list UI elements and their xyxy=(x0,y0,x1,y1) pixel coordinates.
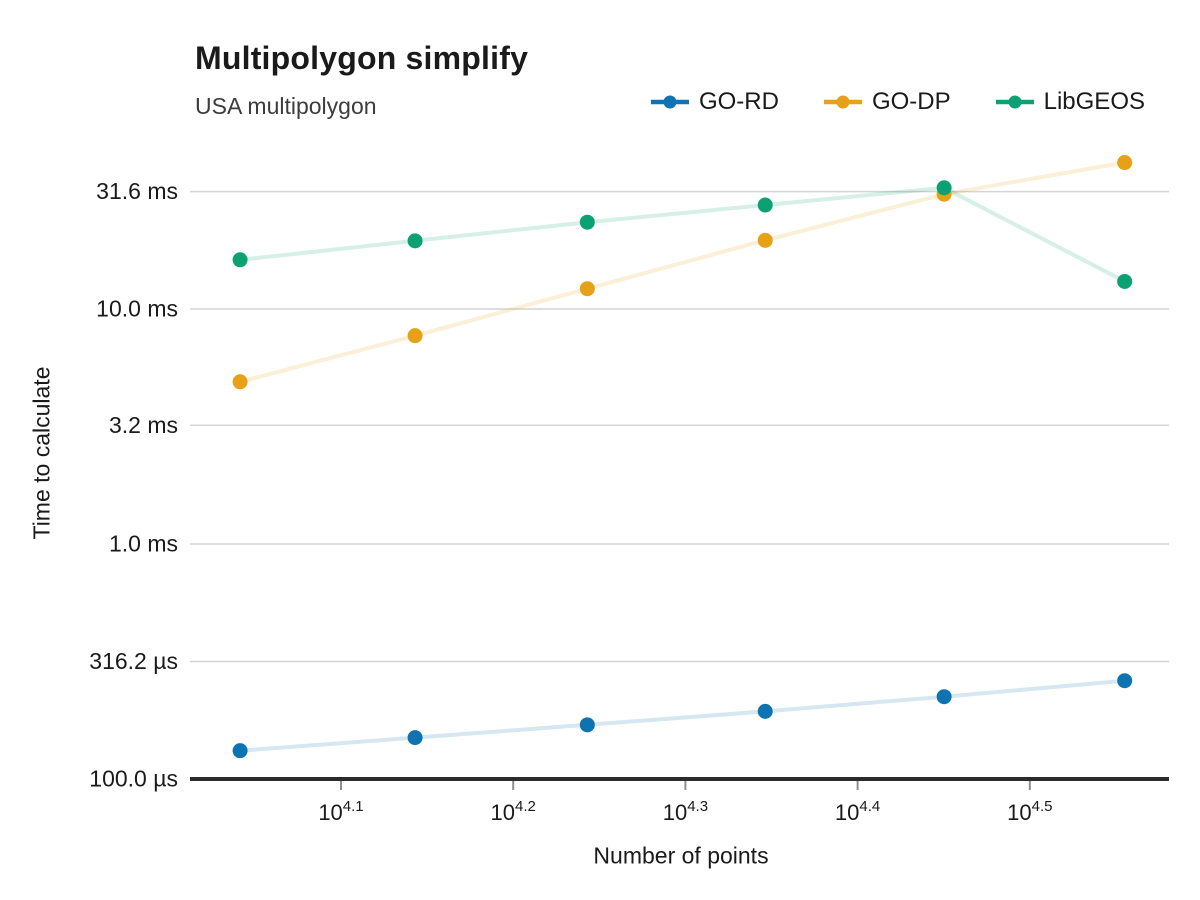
data-point-libgeos xyxy=(232,252,248,268)
data-point-go-dp xyxy=(579,281,595,297)
y-tick-label: 316.2 µs xyxy=(89,648,178,674)
series-line-go-rd xyxy=(239,678,1125,753)
y-tick-label: 31.6 ms xyxy=(96,178,178,204)
legend-label: LibGEOS xyxy=(1043,88,1145,115)
data-point-libgeos xyxy=(579,214,595,230)
legend-item-libgeos: LibGEOS xyxy=(995,88,1145,116)
y-axis-title: Time to calculate xyxy=(28,366,55,540)
data-point-go-dp xyxy=(232,374,248,390)
legend-marker-go-dp xyxy=(823,95,862,109)
chart-title: Multipolygon simplify xyxy=(195,40,529,76)
data-point-go-dp xyxy=(1117,155,1133,171)
data-point-go-rd xyxy=(1117,673,1133,689)
data-point-libgeos xyxy=(757,197,773,213)
legend-label: GO-DP xyxy=(871,88,951,115)
legend-label: GO-RD xyxy=(698,88,779,115)
series-line-libgeos xyxy=(239,185,1126,284)
x-tick-label: 104.3 xyxy=(663,798,708,825)
data-point-go-dp xyxy=(407,328,423,344)
data-point-go-rd xyxy=(579,717,595,733)
chart-subtitle: USA multipolygon xyxy=(195,93,377,119)
y-tick-label: 3.2 ms xyxy=(109,412,178,438)
x-tick-label: 104.4 xyxy=(835,798,880,825)
x-tick-label: 104.2 xyxy=(491,798,536,825)
data-point-libgeos xyxy=(936,180,952,196)
legend-item-go-rd: GO-RD xyxy=(650,88,779,116)
legend: GO-RD GO-DP LibGEOS xyxy=(650,88,1145,116)
legend-marker-libgeos xyxy=(995,95,1034,109)
data-point-go-dp xyxy=(757,232,773,248)
legend-marker-go-rd xyxy=(650,95,689,109)
data-point-go-rd xyxy=(936,689,952,705)
legend-item-go-dp: GO-DP xyxy=(823,88,951,116)
series-line-go-dp xyxy=(239,160,1126,384)
data-point-go-rd xyxy=(757,703,773,719)
data-point-libgeos xyxy=(407,233,423,249)
data-point-go-rd xyxy=(407,730,423,746)
x-axis-title: Number of points xyxy=(593,842,769,869)
data-point-libgeos xyxy=(1117,273,1133,289)
x-tick-label: 104.5 xyxy=(1007,798,1052,825)
y-tick-label: 10.0 ms xyxy=(96,296,178,322)
y-tick-label: 100.0 µs xyxy=(89,766,178,792)
y-tick-label: 1.0 ms xyxy=(109,531,178,557)
x-tick-label: 104.1 xyxy=(318,798,363,825)
data-point-go-rd xyxy=(232,743,248,759)
